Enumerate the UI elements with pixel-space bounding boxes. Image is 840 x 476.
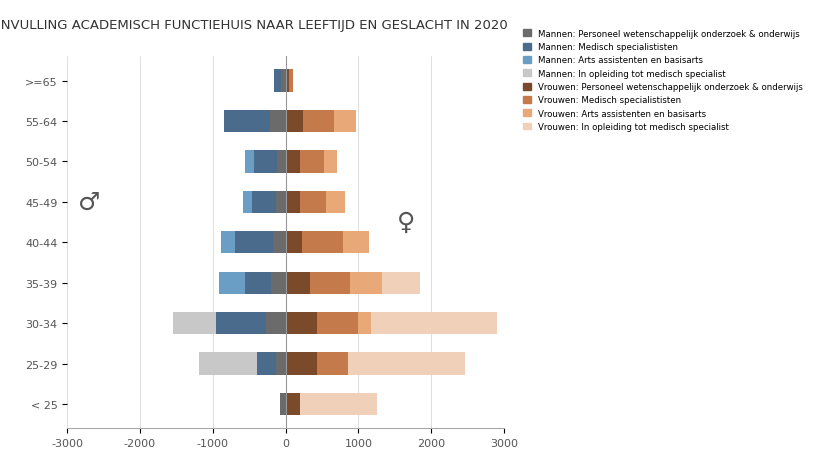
Bar [221,232,235,254]
Bar [300,151,324,173]
Bar [286,272,310,294]
Bar [302,232,343,254]
Text: ♀: ♀ [396,210,415,235]
Bar [235,232,273,254]
Bar [244,151,255,173]
Bar [252,191,276,214]
Bar [173,312,217,335]
Text: ♂: ♂ [78,190,100,214]
Bar [257,353,276,375]
Bar [286,70,288,92]
Legend: Mannen: Personeel wetenschappelijk onderzoek & onderwijs, Mannen: Medisch specia: Mannen: Personeel wetenschappelijk onder… [521,28,805,133]
Bar [280,393,286,415]
Bar [324,151,337,173]
Bar [224,110,270,133]
Bar [199,353,257,375]
Bar [271,272,286,294]
Bar [327,191,344,214]
Bar [286,110,303,133]
Bar [310,272,350,294]
Bar [270,110,286,133]
Bar [300,393,376,415]
Bar [276,191,286,214]
Bar [349,353,465,375]
Text: INVULLING ACADEMISCH FUNCTIEHUIS NAAR LEEFTIJD EN GESLACHT IN 2020: INVULLING ACADEMISCH FUNCTIEHUIS NAAR LE… [0,19,507,32]
Bar [286,312,317,335]
Bar [286,151,300,173]
Bar [343,232,369,254]
Bar [317,312,358,335]
Bar [286,393,300,415]
Bar [266,312,286,335]
Bar [277,151,286,173]
Bar [317,353,349,375]
Bar [218,272,244,294]
Bar [281,70,286,92]
Bar [300,191,327,214]
Bar [244,272,271,294]
Bar [288,70,293,92]
Bar [286,191,300,214]
Bar [217,312,266,335]
Bar [274,70,281,92]
Bar [286,353,317,375]
Bar [243,191,252,214]
Bar [334,110,356,133]
Bar [358,312,370,335]
Bar [350,272,381,294]
Bar [370,312,496,335]
Bar [286,232,302,254]
Bar [381,272,419,294]
Bar [273,232,286,254]
Bar [303,110,334,133]
Bar [255,151,277,173]
Bar [276,353,286,375]
